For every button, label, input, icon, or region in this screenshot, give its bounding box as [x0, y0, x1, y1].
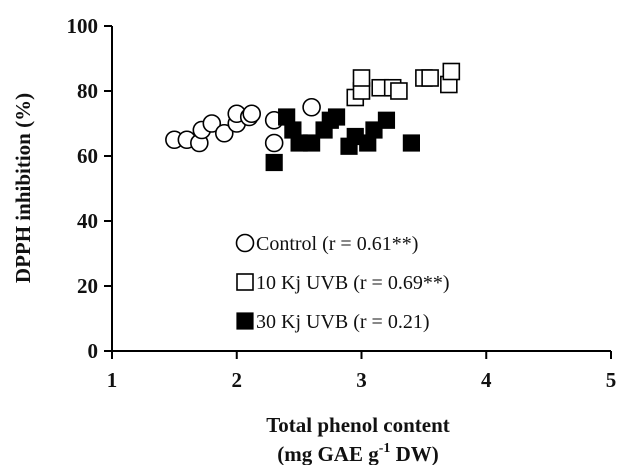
- series-3: [265, 108, 420, 172]
- y-axis-title: DPPH inhibition (%): [11, 93, 35, 283]
- data-point: [442, 62, 461, 81]
- x-axis-title-line2-superscript: -1: [379, 441, 391, 456]
- x-axis-title-line2-suffix: DW): [390, 442, 438, 465]
- y-tick-label: 100: [67, 14, 99, 38]
- data-point: [214, 123, 234, 143]
- series-1: [165, 97, 321, 153]
- data-point: [302, 97, 321, 117]
- legend-label: Control (r = 0.61**): [256, 233, 418, 255]
- axes: 0 20 40 60 80 100 1 2 3 4 5: [67, 14, 617, 392]
- x-tick-label: 1: [107, 368, 118, 392]
- x-tick-label: 2: [232, 368, 243, 392]
- data-points: [165, 62, 461, 172]
- data-point: [242, 104, 262, 124]
- legend-label: 10 Kj UVB (r = 0.69**): [256, 272, 450, 294]
- x-tick-label: 5: [606, 368, 617, 392]
- legend-marker: [235, 233, 255, 253]
- x-tick-label: 4: [481, 368, 492, 392]
- data-point: [402, 134, 420, 152]
- x-axis-title-line2-prefix: (mg GAE g: [277, 442, 379, 465]
- series-2: [346, 62, 461, 107]
- data-point: [303, 134, 321, 152]
- x-axis-title-line2: (mg GAE g-1 DW): [277, 441, 439, 465]
- data-point: [327, 108, 346, 126]
- legend-marker: [236, 273, 254, 291]
- data-point: [265, 153, 283, 172]
- data-point: [421, 69, 439, 87]
- data-point: [202, 114, 222, 133]
- y-tick-label: 0: [88, 339, 99, 363]
- data-point: [264, 133, 284, 153]
- legend: Control (r = 0.61**) 10 Kj UVB (r = 0.69*…: [235, 233, 450, 333]
- data-point: [390, 82, 408, 100]
- y-tick-label: 80: [77, 79, 98, 103]
- y-tick-label: 60: [77, 144, 98, 168]
- x-tick-label: 3: [356, 368, 367, 392]
- data-point: [352, 69, 371, 87]
- data-point: [377, 111, 396, 129]
- legend-marker: [236, 312, 254, 330]
- x-axis-title-line1: Total phenol content: [266, 413, 450, 437]
- y-tick-label: 40: [77, 209, 98, 233]
- legend-label: 30 Kj UVB (r = 0.21): [256, 311, 430, 333]
- y-tick-label: 20: [77, 274, 98, 298]
